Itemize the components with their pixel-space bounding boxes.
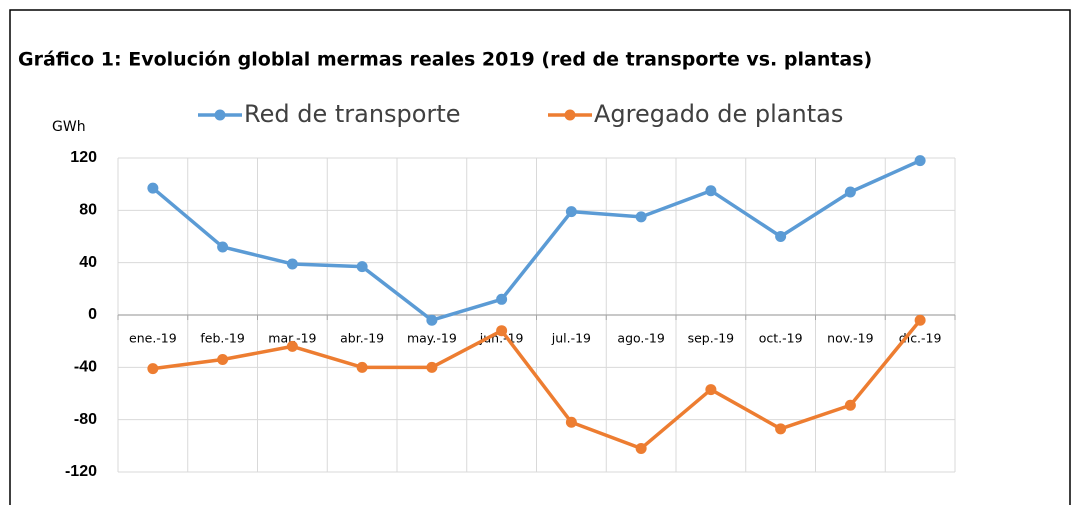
x-tick-label: mar.-19: [268, 331, 316, 346]
legend-label: Agregado de plantas: [594, 100, 843, 128]
point: [775, 231, 787, 242]
series-line: [152, 319, 922, 451]
point: [426, 314, 438, 326]
point: [565, 206, 577, 218]
y-tick-label: 40: [79, 254, 97, 271]
point: [914, 314, 926, 326]
x-tick-label: jul.-19: [551, 331, 591, 346]
y-axis-label: GWh: [52, 119, 86, 135]
x-tick-label: sep.-19: [688, 331, 735, 346]
point: [286, 340, 298, 352]
x-tick-label: ago.-19: [617, 331, 664, 346]
series-line: [151, 159, 921, 322]
y-tick-label: -120: [65, 463, 97, 480]
point: [217, 241, 229, 253]
chart-title: Gráfico 1: Evolución globlal mermas real…: [18, 49, 872, 71]
point: [496, 293, 508, 305]
legend-marker: [564, 109, 576, 121]
legend-marker: [214, 109, 226, 121]
legend-label: Red de transporte: [244, 100, 461, 128]
point: [635, 211, 647, 223]
point: [356, 361, 368, 373]
point: [914, 155, 926, 167]
point: [286, 258, 298, 270]
y-tick-label: 0: [88, 306, 97, 323]
point: [635, 442, 647, 454]
point: [217, 353, 229, 365]
y-tick-label: 120: [70, 149, 97, 166]
x-tick-label: may.-19: [407, 331, 457, 346]
point: [844, 399, 856, 411]
y-tick-label: -80: [74, 411, 97, 428]
point: [496, 325, 508, 337]
point: [705, 384, 717, 396]
x-tick-label: ene.-19: [129, 331, 177, 346]
x-tick-label: oct.-19: [759, 331, 803, 346]
x-tick-label: feb.-19: [200, 331, 244, 346]
point: [356, 261, 368, 273]
x-tick-label: jun.-19: [479, 331, 524, 346]
point: [705, 185, 717, 197]
y-tick-label: -40: [74, 359, 97, 376]
point: [147, 182, 159, 194]
y-tick-label: 80: [79, 202, 97, 219]
point: [426, 361, 438, 373]
point: [775, 423, 787, 435]
frame: [9, 9, 1071, 505]
x-tick-label: nov.-19: [827, 331, 873, 346]
point: [565, 416, 577, 428]
point: [844, 186, 856, 198]
point: [147, 363, 159, 375]
x-tick-label: abr.-19: [340, 331, 384, 346]
